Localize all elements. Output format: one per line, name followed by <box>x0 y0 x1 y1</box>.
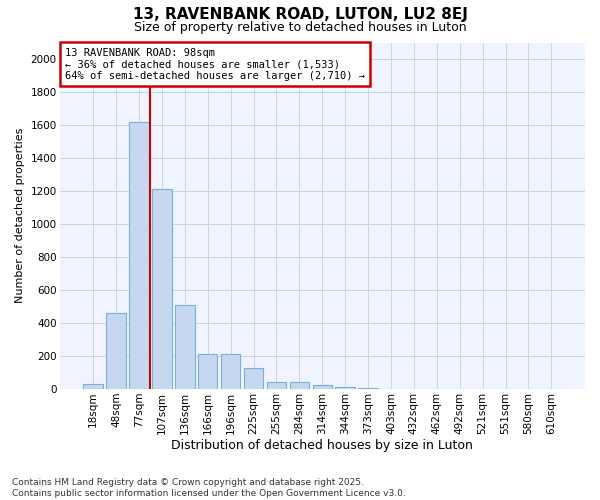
Bar <box>267 382 286 389</box>
Text: 13 RAVENBANK ROAD: 98sqm
← 36% of detached houses are smaller (1,533)
64% of sem: 13 RAVENBANK ROAD: 98sqm ← 36% of detach… <box>65 48 365 81</box>
Text: Size of property relative to detached houses in Luton: Size of property relative to detached ho… <box>134 21 466 34</box>
Bar <box>106 313 126 389</box>
Bar <box>335 388 355 389</box>
Bar <box>175 305 194 389</box>
Bar <box>358 388 378 389</box>
X-axis label: Distribution of detached houses by size in Luton: Distribution of detached houses by size … <box>172 440 473 452</box>
Bar <box>221 354 241 389</box>
Bar <box>83 384 103 389</box>
Y-axis label: Number of detached properties: Number of detached properties <box>15 128 25 304</box>
Bar <box>129 122 149 389</box>
Bar <box>290 382 309 389</box>
Bar <box>152 190 172 389</box>
Bar <box>244 368 263 389</box>
Text: 13, RAVENBANK ROAD, LUTON, LU2 8EJ: 13, RAVENBANK ROAD, LUTON, LU2 8EJ <box>133 8 467 22</box>
Bar <box>198 354 217 389</box>
Bar <box>313 385 332 389</box>
Text: Contains HM Land Registry data © Crown copyright and database right 2025.
Contai: Contains HM Land Registry data © Crown c… <box>12 478 406 498</box>
